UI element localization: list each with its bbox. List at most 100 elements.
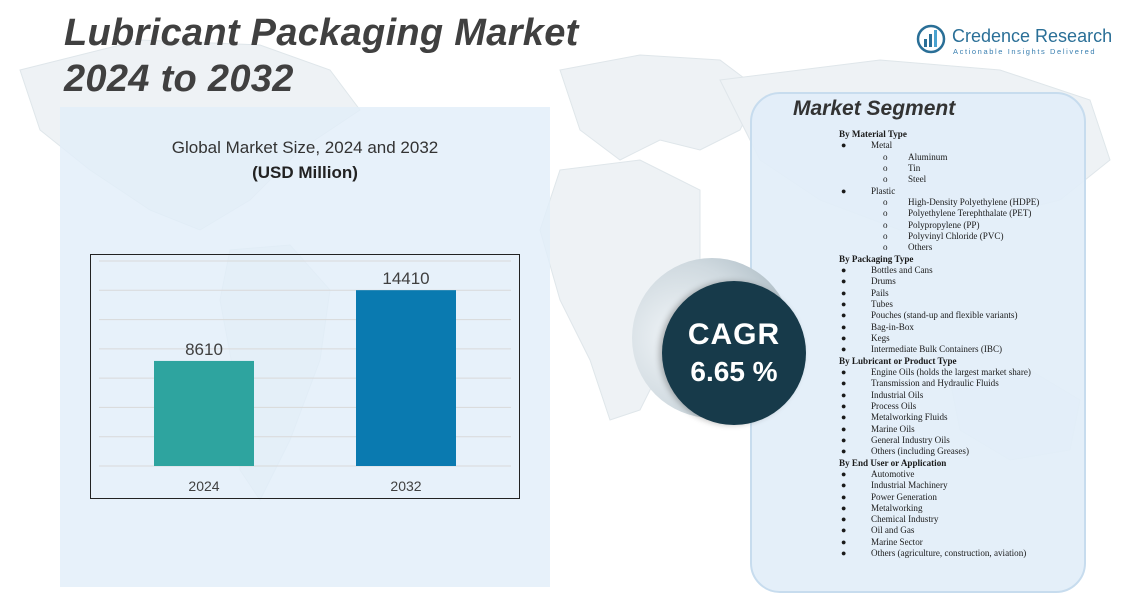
segment-subitem: o Polyvinyl Chloride (PVC) bbox=[839, 231, 1079, 242]
bullet-icon: ● bbox=[841, 548, 847, 559]
segment-list: By Material Type ● Metal o Aluminum o Tin o Stee… bbox=[839, 129, 1079, 559]
bullet-icon: ● bbox=[841, 536, 847, 547]
segment-item-label: Marine Oils bbox=[871, 423, 915, 434]
segment-item: ● Intermediate Bulk Containers (IBC) bbox=[839, 344, 1079, 355]
segment-item-label: Process Oils bbox=[871, 400, 917, 411]
segment-item-label: Metalworking Fluids bbox=[871, 412, 948, 423]
bullet-icon: ● bbox=[841, 446, 847, 457]
bullet-icon: ● bbox=[841, 468, 847, 479]
segment-item-label: Bottles and Cans bbox=[871, 264, 933, 275]
x-tick-label-2024: 2024 bbox=[188, 478, 219, 494]
segment-item: ● Metalworking bbox=[839, 503, 1079, 514]
segment-item: ● Plastic bbox=[839, 186, 1079, 197]
segment-item-label: Pouches (stand-up and flexible variants) bbox=[871, 310, 1018, 321]
segment-item: ● Transmission and Hydraulic Fluids bbox=[839, 378, 1079, 389]
bar-2032 bbox=[356, 290, 456, 466]
bullet-icon: ● bbox=[841, 366, 847, 377]
bullet-icon: ● bbox=[841, 276, 847, 287]
segment-category: By Lubricant or Product Type bbox=[839, 355, 957, 366]
bullet-icon: ● bbox=[841, 344, 847, 355]
bullet-icon: o bbox=[883, 151, 888, 162]
bullet-icon: ● bbox=[841, 412, 847, 423]
segment-subitem: o Polyethylene Terephthalate (PET) bbox=[839, 208, 1079, 219]
bullet-icon: o bbox=[883, 162, 888, 173]
bullet-icon: ● bbox=[841, 287, 847, 298]
segment-item: ● Industrial Oils bbox=[839, 390, 1079, 401]
data-label-2032: 14410 bbox=[382, 269, 429, 288]
segment-category: By End User or Application bbox=[839, 457, 947, 468]
segment-item-label: Intermediate Bulk Containers (IBC) bbox=[871, 344, 1003, 355]
chart-title: Global Market Size, 2024 and 2032 bbox=[171, 138, 439, 157]
bullet-icon: o bbox=[883, 242, 888, 253]
segment-subitem-label: Others bbox=[908, 242, 933, 253]
segment-item-label: Others (agriculture, construction, aviat… bbox=[871, 548, 1027, 559]
segment-item-label: Automotive bbox=[871, 468, 915, 479]
chart-unit: (USD Million) bbox=[252, 163, 358, 182]
segment-item: ● Industrial Machinery bbox=[839, 480, 1079, 491]
segment-category: By Packaging Type bbox=[839, 253, 914, 264]
segment-subitem: o Polypropylene (PP) bbox=[839, 220, 1079, 231]
bar-chart: 8610 2024 14410 2032 bbox=[99, 260, 511, 494]
segment-item-label: Metalworking bbox=[871, 502, 923, 513]
title-line-2: 2024 to 2032 bbox=[64, 58, 294, 100]
brand-tagline: Actionable Insights Delivered bbox=[953, 47, 1097, 56]
segment-subitem-label: Tin bbox=[908, 162, 921, 173]
segment-item: ● Tubes bbox=[839, 299, 1079, 310]
bullet-icon: ● bbox=[841, 514, 847, 525]
segment-subitem-label: High-Density Polyethylene (HDPE) bbox=[908, 196, 1040, 207]
segment-heading: Market Segment bbox=[793, 97, 956, 120]
segment-subitem-label: Polyethylene Terephthalate (PET) bbox=[908, 208, 1032, 219]
bullet-icon: o bbox=[883, 230, 888, 241]
bullet-icon: ● bbox=[841, 525, 847, 536]
bullet-icon: o bbox=[883, 219, 888, 230]
cagr-badge bbox=[662, 281, 806, 425]
bullet-icon: ● bbox=[841, 310, 847, 321]
bullet-icon: ● bbox=[841, 264, 847, 275]
bullet-icon: ● bbox=[841, 185, 847, 196]
segment-item-label: Metal bbox=[871, 140, 893, 151]
segment-item: ● General Industry Oils bbox=[839, 435, 1079, 446]
segment-item: ● Others (including Greases) bbox=[839, 446, 1079, 457]
data-label-2024: 8610 bbox=[185, 340, 223, 359]
bullet-icon: ● bbox=[841, 400, 847, 411]
segment-item-label: Tubes bbox=[871, 298, 893, 309]
segment-item: ● Chemical Industry bbox=[839, 514, 1079, 525]
segment-subitem: o Others bbox=[839, 242, 1079, 253]
segment-item-label: Engine Oils (holds the largest market sh… bbox=[871, 366, 1031, 377]
market-segment-panel bbox=[750, 92, 1086, 593]
bar-2024 bbox=[154, 360, 254, 466]
segment-item-label: Drums bbox=[871, 276, 896, 287]
segment-subitem: o Aluminum bbox=[839, 152, 1079, 163]
segment-subitem: o Tin bbox=[839, 163, 1079, 174]
segment-item: ● Pouches (stand-up and flexible variants… bbox=[839, 310, 1079, 321]
bullet-icon: ● bbox=[841, 491, 847, 502]
segment-item: ● Oil and Gas bbox=[839, 525, 1079, 536]
brand-logo: Credence Research Actionable Insights De… bbox=[916, 24, 1116, 60]
bullet-icon: ● bbox=[841, 480, 847, 491]
segment-item: ● Metalworking Fluids bbox=[839, 412, 1079, 423]
x-tick-label-2032: 2032 bbox=[390, 478, 421, 494]
segment-item-label: Kegs bbox=[871, 332, 890, 343]
chart-frame: 8610 2024 14410 2032 bbox=[90, 254, 520, 499]
segment-item: ● Power Generation bbox=[839, 492, 1079, 503]
chart-panel bbox=[60, 107, 550, 587]
segment-item-label: Chemical Industry bbox=[871, 514, 939, 525]
segment-item-label: Industrial Oils bbox=[871, 389, 924, 400]
cagr-value: 6.65 % bbox=[690, 356, 778, 387]
brand-name: Credence Research bbox=[952, 26, 1113, 46]
segment-subitem: o Steel bbox=[839, 174, 1079, 185]
segment-subitem-label: Aluminum bbox=[908, 151, 948, 162]
segment-item: ● Metal bbox=[839, 140, 1079, 151]
segment-item: ● Others (agriculture, construction, avia… bbox=[839, 548, 1079, 559]
bullet-icon: o bbox=[883, 174, 888, 185]
segment-subitem: o High-Density Polyethylene (HDPE) bbox=[839, 197, 1079, 208]
segment-item-label: Pails bbox=[871, 287, 889, 298]
segment-category: By Material Type bbox=[839, 129, 907, 139]
bullet-icon: o bbox=[883, 196, 888, 207]
segment-item-label: Plastic bbox=[871, 185, 896, 196]
bullet-icon: ● bbox=[841, 332, 847, 343]
bullet-icon: ● bbox=[841, 434, 847, 445]
segment-item-label: Transmission and Hydraulic Fluids bbox=[871, 378, 999, 389]
page-title: Lubricant Packaging Market 2024 to 2032 bbox=[64, 10, 579, 102]
credence-logo-icon bbox=[916, 24, 946, 54]
